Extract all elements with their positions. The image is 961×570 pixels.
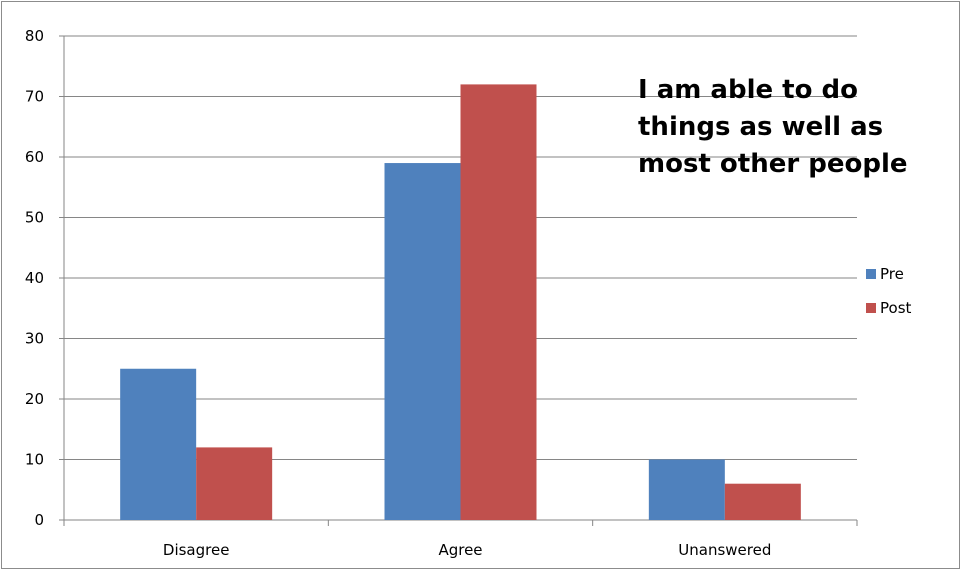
y-tick-label-80: 80 [25, 27, 44, 45]
bar-post-disagree [196, 447, 273, 520]
y-tick-label-40: 40 [25, 269, 44, 287]
chart-title: I am able to do things as well as most o… [638, 72, 938, 183]
bar-post-agree [460, 84, 537, 521]
bar-pre-unanswered [648, 459, 725, 520]
legend-label-post: Post [880, 299, 912, 317]
y-tick-label-50: 50 [25, 209, 44, 227]
chart-title-line-3: most other people [638, 149, 908, 179]
x-tick-label-agree: Agree [438, 541, 482, 559]
legend-swatch-pre [866, 269, 876, 279]
chart-title-line-1: I am able to do [638, 75, 858, 105]
y-tick-label-70: 70 [25, 88, 44, 106]
x-tick-label-disagree: Disagree [163, 541, 230, 559]
bar-post-unanswered [724, 483, 801, 520]
bar-pre-agree [384, 163, 461, 521]
legend-label-pre: Pre [880, 265, 904, 283]
y-tick-label-60: 60 [25, 148, 44, 166]
y-tick-label-0: 0 [34, 511, 44, 529]
x-tick-label-unanswered: Unanswered [678, 541, 771, 559]
y-tick-label-20: 20 [25, 390, 44, 408]
chart-title-line-2: things as well as [638, 112, 884, 142]
legend-swatch-post [866, 303, 876, 313]
y-tick-label-30: 30 [25, 330, 44, 348]
y-tick-label-10: 10 [25, 451, 44, 469]
bar-pre-disagree [120, 368, 197, 520]
